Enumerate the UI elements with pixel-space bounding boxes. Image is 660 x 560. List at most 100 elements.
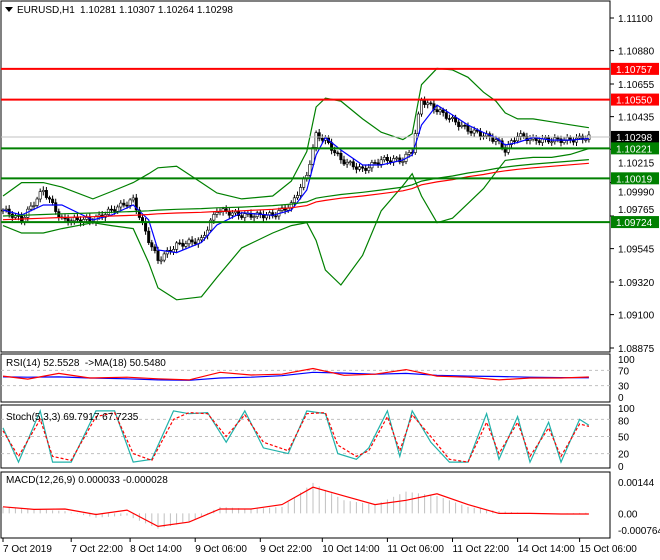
price-tick-label: 1.10435 [618,113,655,124]
price-tick-label: 1.09545 [618,245,655,256]
candle-body [441,109,445,114]
panel-frame [0,0,611,353]
candle-body [141,217,145,222]
stoch-title: Stoch(5,3,3) 69.7917 67.7235 [6,412,139,423]
time-tick-label: 8 Oct 14:00 [130,544,182,555]
level-label: 1.10019 [616,174,653,185]
candle-body [47,197,51,200]
candle-body [128,199,132,206]
candle-body [435,109,439,113]
candle-body [119,202,123,208]
time-tick-label: 9 Oct 22:00 [260,544,312,555]
candle-body [137,209,141,218]
candle-body [550,141,554,144]
candle-body [522,133,526,137]
candle-body [382,157,386,161]
candle-body [494,139,498,142]
candle-body [29,205,33,210]
candle-body [373,162,377,164]
candle-body [153,246,157,252]
candle-body [134,197,138,211]
candle-body [559,138,563,143]
macd-tick-label: -0.000764 [618,526,660,537]
candle-body [38,191,42,200]
stoch-tick-label: 0 [618,462,624,473]
candle-body [457,121,461,127]
candle-body [215,212,219,215]
candle-body [302,178,306,188]
stoch-tick-label: 100 [618,404,635,415]
candle-body [147,230,151,243]
level-badge [611,93,659,106]
candle-body [125,204,129,207]
candle-body [333,150,337,154]
ma-fast-line [2,104,589,254]
candle-body [336,152,340,155]
candle-body [264,214,268,219]
candle-body [472,129,476,134]
candle-body [364,167,368,171]
level-badge [611,62,659,75]
price-tick-label: 1.10655 [618,80,655,91]
candle-body [379,159,383,165]
rsi-ma-line [2,371,589,381]
candle-body [354,166,358,170]
ma-long-line [2,162,589,221]
price-panel[interactable]: 1.11100 1.10880 1.10655 1.10435 1.10215 1.099… [0,0,659,355]
macd-title: MACD(12,26,9) 0.000033 -0.000028 [6,475,168,486]
symbol-ohlc-label: EURUSD,H1 1.10281 1.10307 1.10264 1.10298 [17,5,233,16]
candle-body [317,132,321,139]
candle-body [584,139,588,141]
candle-body [178,242,182,245]
rsi-tick-label: 0 [618,393,624,404]
candle-body [571,139,575,143]
candle-body [351,161,355,168]
panel-frame [0,471,611,539]
level-label: 1.10757 [616,65,653,76]
candle-body [274,215,278,218]
candle-body [367,167,371,171]
candle-body [447,118,451,120]
candle-body [562,140,566,143]
macd-panel[interactable]: 0.00144 0.00 -0.000764 [0,471,660,539]
symbol-dropdown-icon[interactable] [5,7,13,12]
candle-body [308,164,312,176]
candle-body [187,239,191,245]
time-tick-label: 7 Oct 2019 [3,544,52,555]
price-tick-label: 1.10215 [618,158,655,169]
ma-long-green-line [2,159,589,217]
rsi-title: RSI(14) 52.5528 ->MA(18) 50.5480 [6,358,166,369]
candle-body [44,190,48,198]
time-tick-label: 9 Oct 06:00 [195,544,247,555]
candle-body [295,195,299,199]
candle-body [444,112,448,119]
level-badge [611,216,659,229]
candle-body [491,136,495,142]
price-tick-label: 1.10880 [618,47,655,58]
candle-body [172,249,176,253]
candle-body [181,242,185,247]
price-tick-label: 1.09765 [618,205,655,216]
candle-body [509,140,513,145]
level-badge [611,172,659,185]
candle-body [314,132,318,148]
candle-body [159,259,163,262]
candle-body [122,202,126,206]
candle-body [460,124,464,127]
candle-body [385,157,389,162]
time-tick-label: 11 Oct 22:00 [453,544,510,555]
candle-body [426,102,430,105]
candle-body [478,131,482,137]
candle-body [376,162,380,165]
candle-body [156,250,160,261]
time-tick-label: 10 Oct 14:00 [322,544,380,555]
candle-body [423,100,427,105]
candle-body [348,161,352,164]
price-tick-label: 1.09100 [618,311,655,322]
candle-body [63,217,67,220]
time-tick-label: 11 Oct 06:00 [387,544,444,555]
candle-body [72,217,76,222]
